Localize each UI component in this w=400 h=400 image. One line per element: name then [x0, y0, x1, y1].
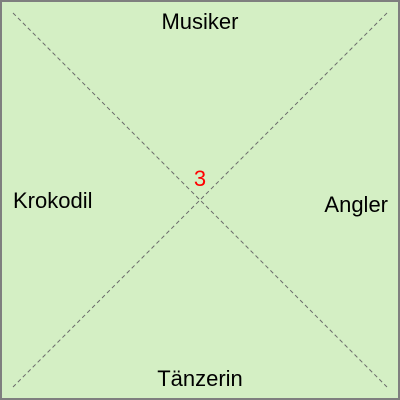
center-number: 3 — [193, 166, 207, 191]
label-left: Krokodil — [13, 188, 93, 213]
label-bottom: Tänzerin — [157, 366, 243, 391]
label-top: Musiker — [161, 9, 239, 34]
label-right: Angler — [324, 192, 388, 217]
